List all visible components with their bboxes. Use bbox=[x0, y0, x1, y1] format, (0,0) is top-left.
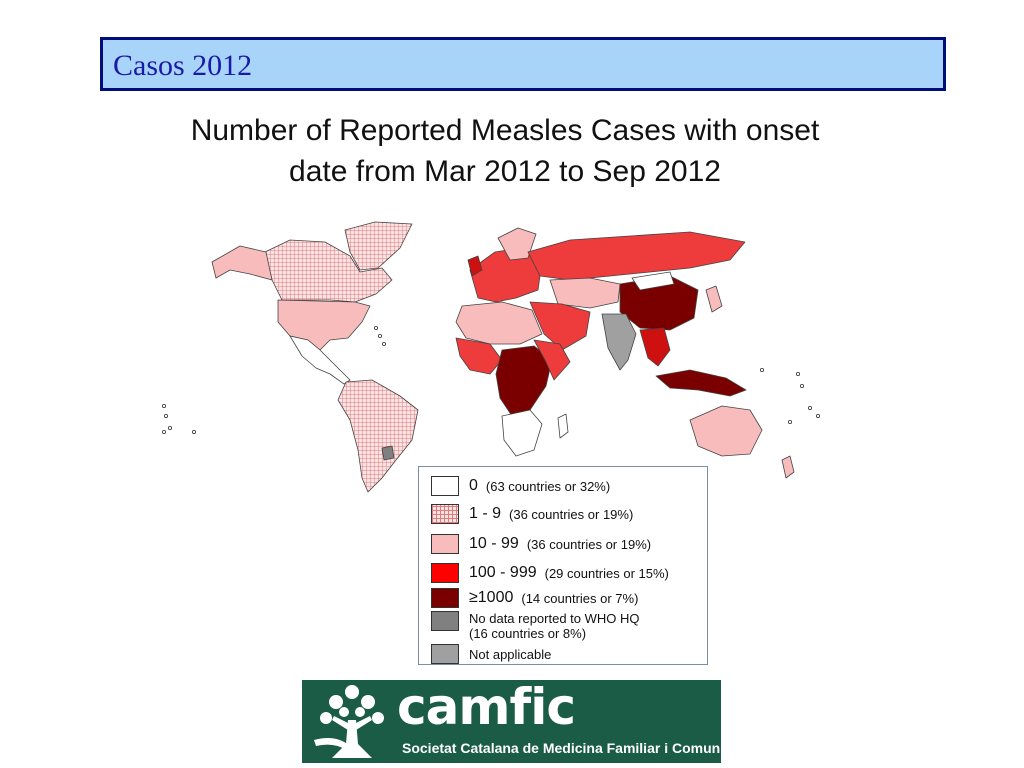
region-indonesia bbox=[655, 369, 747, 397]
region-usa bbox=[277, 299, 371, 351]
world-map bbox=[150, 210, 850, 510]
tree-icon bbox=[314, 685, 384, 758]
region-alaska bbox=[211, 245, 273, 281]
region-paraguay bbox=[381, 445, 395, 461]
legend-not-applicable-label: Not applicable bbox=[469, 646, 552, 662]
world-map-svg bbox=[161, 221, 821, 493]
legend-swatch bbox=[431, 534, 459, 554]
region-japan bbox=[705, 285, 723, 313]
region-africa-west bbox=[455, 337, 503, 375]
region-uk bbox=[467, 255, 483, 277]
region-africa-south bbox=[501, 409, 543, 457]
region-europe bbox=[469, 247, 543, 303]
legend-swatch bbox=[431, 563, 459, 583]
legend-swatch bbox=[431, 611, 459, 631]
region-africa-east bbox=[533, 339, 571, 381]
region-central-asia bbox=[549, 277, 621, 309]
legend-item: 10 - 99 (36 countries or 19%) bbox=[431, 533, 651, 555]
region-south-america bbox=[337, 379, 419, 493]
region-new-zealand bbox=[781, 455, 795, 479]
legend-item-no-data: No data reported to WHO HQ (16 countries… bbox=[431, 611, 640, 645]
legend-item-not-applicable: Not applicable bbox=[431, 643, 551, 665]
legend-no-data-label: No data reported to WHO HQ bbox=[469, 611, 640, 626]
legend-item: 0 (63 countries or 32%) bbox=[431, 475, 610, 497]
region-russia bbox=[527, 231, 746, 281]
region-se-asia bbox=[639, 327, 671, 367]
region-greenland bbox=[344, 221, 413, 271]
map-legend: 0 (63 countries or 32%) 1 - 9 (36 countr… bbox=[418, 466, 708, 665]
region-madagascar bbox=[557, 413, 569, 439]
legend-item: 100 - 999 (29 countries or 15%) bbox=[431, 562, 669, 584]
legend-count: (36 countries or 19%) bbox=[526, 536, 652, 552]
logo-name: camfic bbox=[397, 678, 576, 736]
legend-count: (14 countries or 7%) bbox=[521, 590, 639, 606]
region-scandinavia bbox=[497, 227, 537, 261]
legend-swatch bbox=[431, 476, 459, 496]
legend-count: (29 countries or 15%) bbox=[544, 565, 669, 581]
region-middle-east bbox=[529, 301, 591, 351]
legend-no-data-count: (16 countries or 8%) bbox=[469, 626, 587, 641]
region-mexico bbox=[289, 335, 351, 385]
camfic-logo: camfic Societat Catalana de Medicina Fam… bbox=[302, 678, 754, 763]
map-title-line-1: Number of Reported Measles Cases with on… bbox=[190, 114, 820, 147]
legend-range: 100 - 999 bbox=[469, 564, 537, 581]
slide-heading: Casos 2012 bbox=[113, 49, 253, 82]
legend-range: ≥1000 bbox=[469, 589, 514, 606]
map-title: Number of Reported Measles Cases with on… bbox=[120, 110, 890, 192]
legend-swatch bbox=[431, 644, 459, 664]
logo-subtitle: Societat Catalana de Medicina Familiar i… bbox=[402, 740, 754, 756]
legend-count: (63 countries or 32%) bbox=[485, 478, 611, 494]
legend-swatch bbox=[431, 588, 459, 608]
legend-count: (36 countries or 19%) bbox=[509, 506, 634, 522]
slide-header: Casos 2012 bbox=[100, 37, 946, 91]
region-india bbox=[601, 313, 637, 371]
legend-range: 10 - 99 bbox=[469, 535, 519, 552]
legend-swatch bbox=[431, 504, 459, 524]
region-australia bbox=[689, 405, 763, 457]
region-mongolia bbox=[631, 271, 675, 291]
legend-item: 1 - 9 (36 countries or 19%) bbox=[431, 503, 633, 525]
legend-range: 0 bbox=[469, 477, 478, 494]
region-africa-north bbox=[455, 301, 543, 345]
legend-item: ≥1000 (14 countries or 7%) bbox=[431, 587, 638, 609]
legend-range: 1 - 9 bbox=[469, 505, 502, 522]
map-title-line-2: date from Mar 2012 to Sep 2012 bbox=[289, 155, 721, 188]
